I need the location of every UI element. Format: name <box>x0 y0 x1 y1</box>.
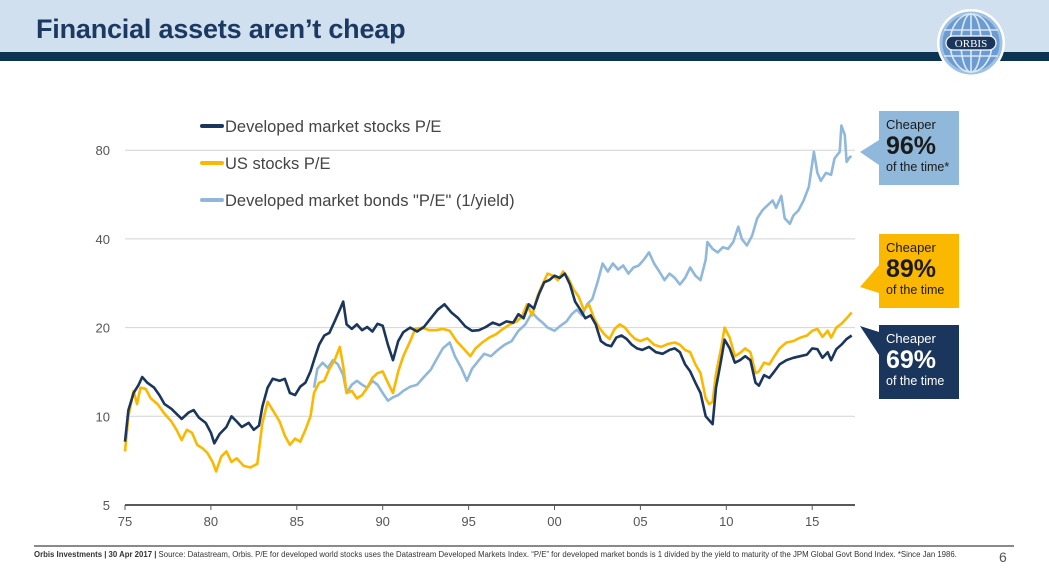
legend-swatch <box>200 160 224 165</box>
callout-label: Cheaper <box>886 240 936 255</box>
callout-bonds: Cheaper 96% of the time* <box>879 111 959 185</box>
callout-caption: of the time <box>886 283 945 297</box>
x-tick-label: 75 <box>118 514 132 529</box>
legend-item-bonds: Developed market bonds "P/E" (1/yield) <box>200 192 515 211</box>
legend-item-us-stocks: US stocks P/E <box>200 155 330 174</box>
callout-developed-stocks: Cheaper 69% of the time <box>879 325 959 399</box>
callout-label: Cheaper <box>886 331 936 346</box>
legend-label: Developed market stocks P/E <box>225 118 442 136</box>
x-tick-label: 85 <box>290 514 304 529</box>
x-tick-label: 15 <box>805 514 819 529</box>
x-tick-label: 10 <box>719 514 733 529</box>
x-tick-label: 00 <box>547 514 561 529</box>
y-tick-label: 40 <box>96 232 110 247</box>
legend-label: Developed market bonds "P/E" (1/yield) <box>225 192 515 210</box>
page-title: Financial assets aren’t cheap <box>36 14 406 44</box>
orbis-logo: ORBIS <box>937 9 1005 77</box>
callout-pointer-us-stocks <box>860 265 879 293</box>
logo-text: ORBIS <box>955 38 987 50</box>
y-tick-label: 10 <box>96 409 110 424</box>
legend-item-developed-stocks: Developed market stocks P/E <box>200 118 441 137</box>
legend-swatch <box>200 197 224 202</box>
callout-value: 96% <box>886 132 937 160</box>
series-line-us-stocks <box>123 270 853 473</box>
legend-label: US stocks P/E <box>225 155 331 173</box>
callout-label: Cheaper <box>886 117 936 132</box>
footer-text: Source: Datastream, Orbis. P/E for devel… <box>156 550 957 559</box>
x-tick-label: 05 <box>633 514 647 529</box>
callout-caption: of the time* <box>886 160 950 174</box>
series-line-bonds <box>312 124 852 402</box>
footer-org-date: Orbis Investments | 30 Apr 2017 | <box>34 550 157 559</box>
page-number: 6 <box>999 549 1007 565</box>
x-tick-label: 80 <box>204 514 218 529</box>
y-tick-label: 20 <box>96 321 110 336</box>
callout-pointer-developed-stocks <box>860 326 879 355</box>
callout-value: 69% <box>886 346 937 374</box>
y-tick-label: 5 <box>103 498 110 513</box>
callout-caption: of the time <box>886 374 945 388</box>
callout-us-stocks: Cheaper 89% of the time <box>879 234 959 308</box>
series-line-developed-stocks <box>123 272 853 445</box>
x-tick-label: 95 <box>461 514 475 529</box>
header-divider-bar <box>0 52 1049 61</box>
callout-pointer-bonds <box>860 140 879 165</box>
footer-source-note: Orbis Investments | 30 Apr 2017 | Source… <box>34 550 964 561</box>
legend-swatch <box>200 123 224 128</box>
footer-divider <box>34 545 1014 547</box>
x-tick-label: 90 <box>375 514 389 529</box>
header-band <box>0 0 1049 52</box>
y-tick-label: 80 <box>96 143 110 158</box>
callout-value: 89% <box>886 255 937 283</box>
